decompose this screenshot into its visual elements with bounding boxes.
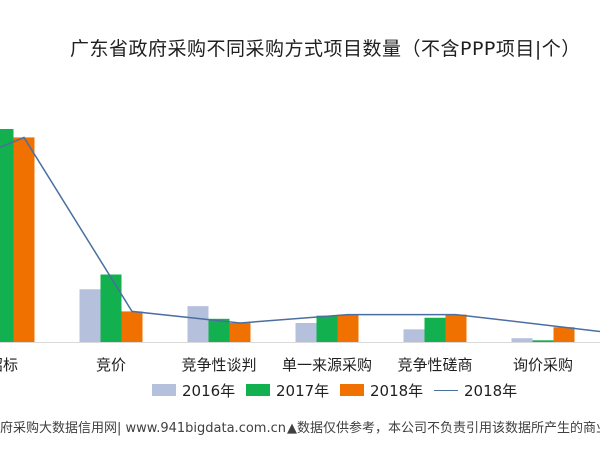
source-note: 府采购大数据信用网| www.941bigdata.com.cn <box>0 421 286 436</box>
bar-2016年-5 <box>511 338 533 342</box>
bar-2017年-0 <box>0 128 14 342</box>
bar-2016年-4 <box>403 329 425 342</box>
line-series-0 <box>0 136 600 333</box>
legend-label-2018-line: 2018年 <box>464 382 518 400</box>
legend-label-2016: 2016年 <box>182 382 236 400</box>
bar-2018年-0 <box>13 137 35 342</box>
bar-2017年-4 <box>424 317 446 342</box>
legend-label-2017: 2017年 <box>276 382 330 400</box>
bar-2017年-2 <box>208 318 230 342</box>
x-tick-label: 竞争性磋商 <box>397 356 472 374</box>
x-tick-label: 询价采购 <box>513 356 573 374</box>
x-tick-label: 单一来源采购 <box>282 356 372 374</box>
bar-2017年-1 <box>100 274 122 342</box>
bar-2018年-5 <box>553 327 575 342</box>
bar-2016年-2 <box>187 306 209 342</box>
legend-swatch-2017 <box>246 384 270 396</box>
bar-2018年-3 <box>337 314 359 342</box>
x-tick-label: 竞价 <box>96 356 126 374</box>
legend-line-2018 <box>434 390 458 391</box>
legend-swatch-2016 <box>152 384 176 396</box>
bar-2016年-1 <box>79 289 101 342</box>
bar-2017年-5 <box>532 340 554 342</box>
disclaimer: ▲数据仅供参考，本公司不负责引用该数据所产生的商业负 <box>287 421 600 436</box>
chart-title: 广东省政府采购不同采购方式项目数量（不含PPP项目|个） <box>70 38 581 60</box>
bar-2017年-3 <box>316 315 338 342</box>
bar-2018年-4 <box>445 314 467 342</box>
bar-2018年-2 <box>229 323 251 342</box>
bar-2018年-1 <box>121 311 143 342</box>
legend-label-2018-bar: 2018年 <box>370 382 424 400</box>
x-tick-label: 竞争性谈判 <box>181 356 256 374</box>
legend-swatch-2018 <box>340 384 364 396</box>
x-tick-label: 招标 <box>0 356 18 374</box>
bar-2016年-3 <box>295 323 317 342</box>
